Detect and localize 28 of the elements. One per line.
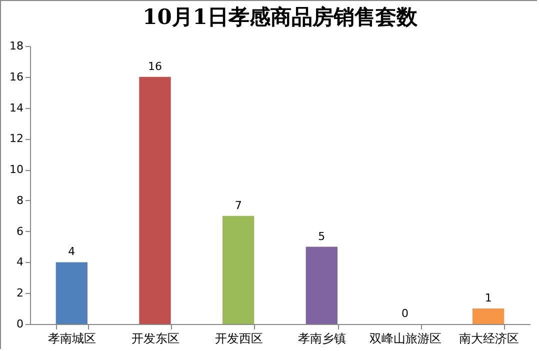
y-tick-label: 4 (16, 256, 24, 269)
x-tick-label: 孝南乡镇 (298, 332, 346, 346)
x-tick-label: 南大经济区 (458, 332, 519, 346)
data-label: 16 (148, 60, 162, 73)
data-label: 4 (68, 245, 76, 258)
y-tick-label: 14 (10, 101, 24, 114)
bar (56, 262, 88, 324)
x-tick-label: 开发东区 (132, 332, 180, 346)
y-tick-label: 8 (16, 194, 24, 207)
x-tick-label: 开发西区 (214, 332, 263, 346)
data-label: 7 (234, 198, 242, 212)
y-tick-label: 10 (10, 163, 24, 176)
y-tick-label: 6 (16, 224, 24, 238)
y-tick-label: 0 (16, 318, 24, 330)
bar (472, 308, 504, 324)
y-tick-label: 2 (16, 286, 24, 300)
y-tick-label: 16 (10, 70, 24, 84)
y-tick-label: 18 (10, 40, 24, 52)
data-label: 1 (484, 292, 492, 305)
data-label: 0 (402, 307, 408, 320)
y-tick-label: 12 (10, 132, 24, 146)
x-tick-label: 双峰山旅游区 (370, 332, 442, 346)
data-label: 5 (318, 230, 326, 243)
chart-title: 10月1日孝感商品房销售套数 (142, 4, 418, 29)
bar (222, 216, 254, 324)
x-tick-label: 孝南城区 (48, 332, 96, 346)
bar (139, 76, 171, 324)
bar (306, 246, 338, 324)
